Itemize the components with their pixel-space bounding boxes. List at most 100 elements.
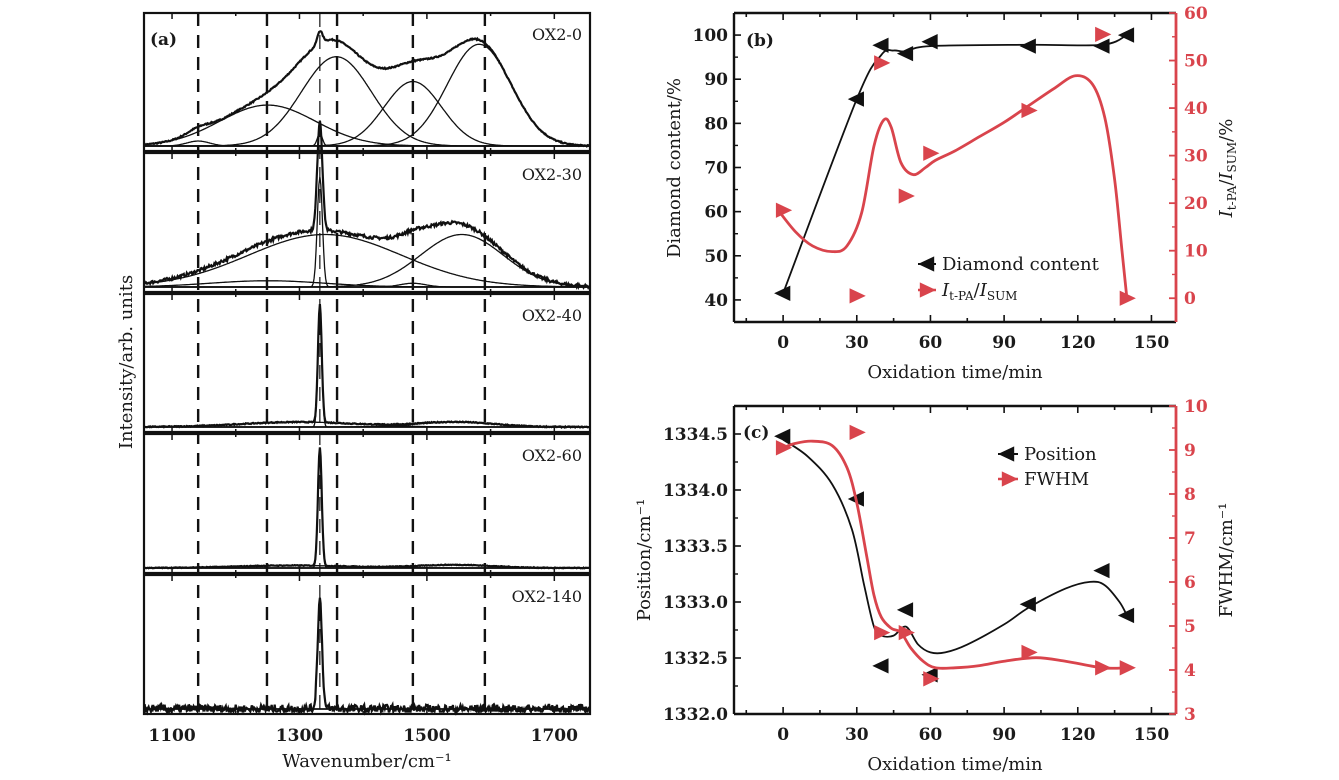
y-tick-label-right: 9	[1184, 441, 1196, 461]
reference-lines	[196, 13, 487, 714]
panel-b-diamond-content: 0 30 60 90 120 150 40 50 60 70 80 90 100 0 10 20 30 40 50 6…	[664, 4, 1239, 383]
y-tick-label-right: 6	[1184, 573, 1196, 593]
label-part: I	[1216, 172, 1237, 181]
x-axis-label-c: Oxidation time/min	[867, 754, 1043, 775]
legend-label: Diamond content	[942, 254, 1100, 275]
y-axis-label-a: Intensity/arb. units	[116, 275, 137, 449]
data-point	[872, 658, 889, 674]
sample-labels: OX2-0 OX2-30 OX2-40 OX2-60 OX2-140	[512, 25, 582, 606]
data-point	[1019, 596, 1036, 612]
legend-c: Position FWHM	[998, 444, 1097, 490]
spectra-group	[143, 30, 591, 716]
subpanel-frame-4	[142, 573, 592, 716]
x-tick-label: 120	[1060, 333, 1096, 353]
y-tick-label-left: 100	[693, 26, 729, 46]
y-tick-label-right: 60	[1184, 4, 1208, 24]
series-position	[774, 428, 1135, 683]
y-axis-label-right-c: FWHM/cm⁻¹	[1216, 502, 1237, 617]
y-tick-label-left: 1332.5	[663, 649, 728, 669]
data-point	[1117, 27, 1135, 43]
data-point	[1119, 290, 1136, 306]
fit-curve	[777, 74, 1129, 299]
y-tick-label-right: 8	[1184, 485, 1196, 505]
label-part: I	[1216, 209, 1237, 218]
plot-area-b: 0 30 60 90 120 150 40 50 60 70 80 90 100 0 10 20 30 40 50 6…	[693, 4, 1208, 353]
y-tick-label-right: 10	[1184, 397, 1208, 417]
y-tick-label-left: 1334.0	[663, 481, 728, 501]
spectrum-line	[143, 597, 591, 716]
y-tick-label-right: 50	[1184, 52, 1208, 72]
legend-label: FWHM	[1024, 469, 1089, 490]
data-point	[1095, 660, 1112, 676]
panel-c-position-fwhm: 0 30 60 90 120 150 1332.0 1332.5 1333.0 1333.5 133…	[634, 397, 1237, 775]
x-tick-label: 1500	[403, 726, 450, 746]
sample-label: OX2-40	[522, 306, 582, 325]
fit-component-0	[144, 598, 590, 710]
fit-curve	[782, 438, 1128, 655]
data-point	[1019, 38, 1036, 54]
fit-component-2	[144, 132, 590, 147]
data-point	[896, 45, 914, 62]
y-tick-label-right: 5	[1184, 617, 1196, 637]
label-part: /	[974, 280, 981, 301]
y-tick-label-left: 1333.0	[663, 593, 728, 613]
x-tick-label: 30	[845, 333, 869, 353]
x-tick-label: 120	[1060, 725, 1096, 745]
fit-component-0	[144, 309, 590, 428]
y-tick-label-left: 40	[704, 291, 728, 311]
spectrum-line	[143, 120, 590, 291]
legend-label: It-PA/ISUM	[941, 280, 1017, 303]
data-point	[849, 424, 866, 441]
y-tick-label-left: 80	[704, 114, 728, 134]
data-point	[874, 624, 891, 641]
sample-label: OX2-0	[532, 25, 582, 44]
y-tick-label-right: 30	[1184, 147, 1208, 167]
y-tick-label-left: 60	[704, 203, 728, 223]
fit-component-5	[144, 43, 590, 147]
y-tick-label-right: 40	[1184, 99, 1208, 119]
spectrum-ox2-0	[143, 30, 591, 148]
data-point	[1093, 562, 1110, 579]
x-axis-label-a: Wavenumber/cm⁻¹	[282, 751, 451, 772]
spectrum-ox2-60	[143, 447, 591, 570]
panel-label-b: (b)	[746, 31, 774, 51]
legend-label: Position	[1024, 444, 1097, 465]
sample-label: OX2-60	[522, 446, 582, 465]
data-point	[898, 624, 915, 641]
x-tick-label: 150	[1134, 333, 1170, 353]
spectrum-ox2-30	[143, 120, 590, 291]
y-axis-label-left-b: Diamond content/%	[664, 78, 685, 258]
series-fwhm	[775, 424, 1136, 687]
x-tick-label: 90	[992, 333, 1016, 353]
data-point	[774, 428, 791, 444]
label-part: t-PA	[949, 289, 974, 303]
data-point	[1117, 607, 1135, 624]
legend-marker	[998, 446, 1015, 462]
data-point	[1021, 102, 1038, 119]
y-tick-label-left: 1333.5	[663, 537, 728, 557]
sample-label: OX2-30	[522, 165, 582, 184]
x-tick-label: 1700	[531, 726, 578, 746]
series-i-t-pa-i-sum	[775, 26, 1136, 306]
data-point	[898, 188, 915, 204]
subpanel-frame-2	[142, 292, 592, 434]
fit-component-0	[144, 449, 590, 569]
y-tick-label-right: 10	[1184, 242, 1208, 262]
data-point	[847, 91, 864, 107]
label-part: I	[941, 280, 950, 301]
legend-marker	[919, 282, 936, 298]
fit-component-2	[143, 233, 590, 288]
fit-component-4	[144, 80, 590, 147]
legend-marker	[1001, 471, 1018, 487]
x-tick-label: 1300	[276, 726, 323, 746]
data-point	[872, 37, 889, 53]
panel-label-c: (c)	[743, 423, 769, 443]
data-point	[1021, 644, 1038, 661]
data-point	[775, 202, 793, 218]
fit-component-1	[143, 104, 590, 147]
spectrum-line	[143, 447, 591, 570]
x-tick-label: 0	[777, 333, 789, 353]
